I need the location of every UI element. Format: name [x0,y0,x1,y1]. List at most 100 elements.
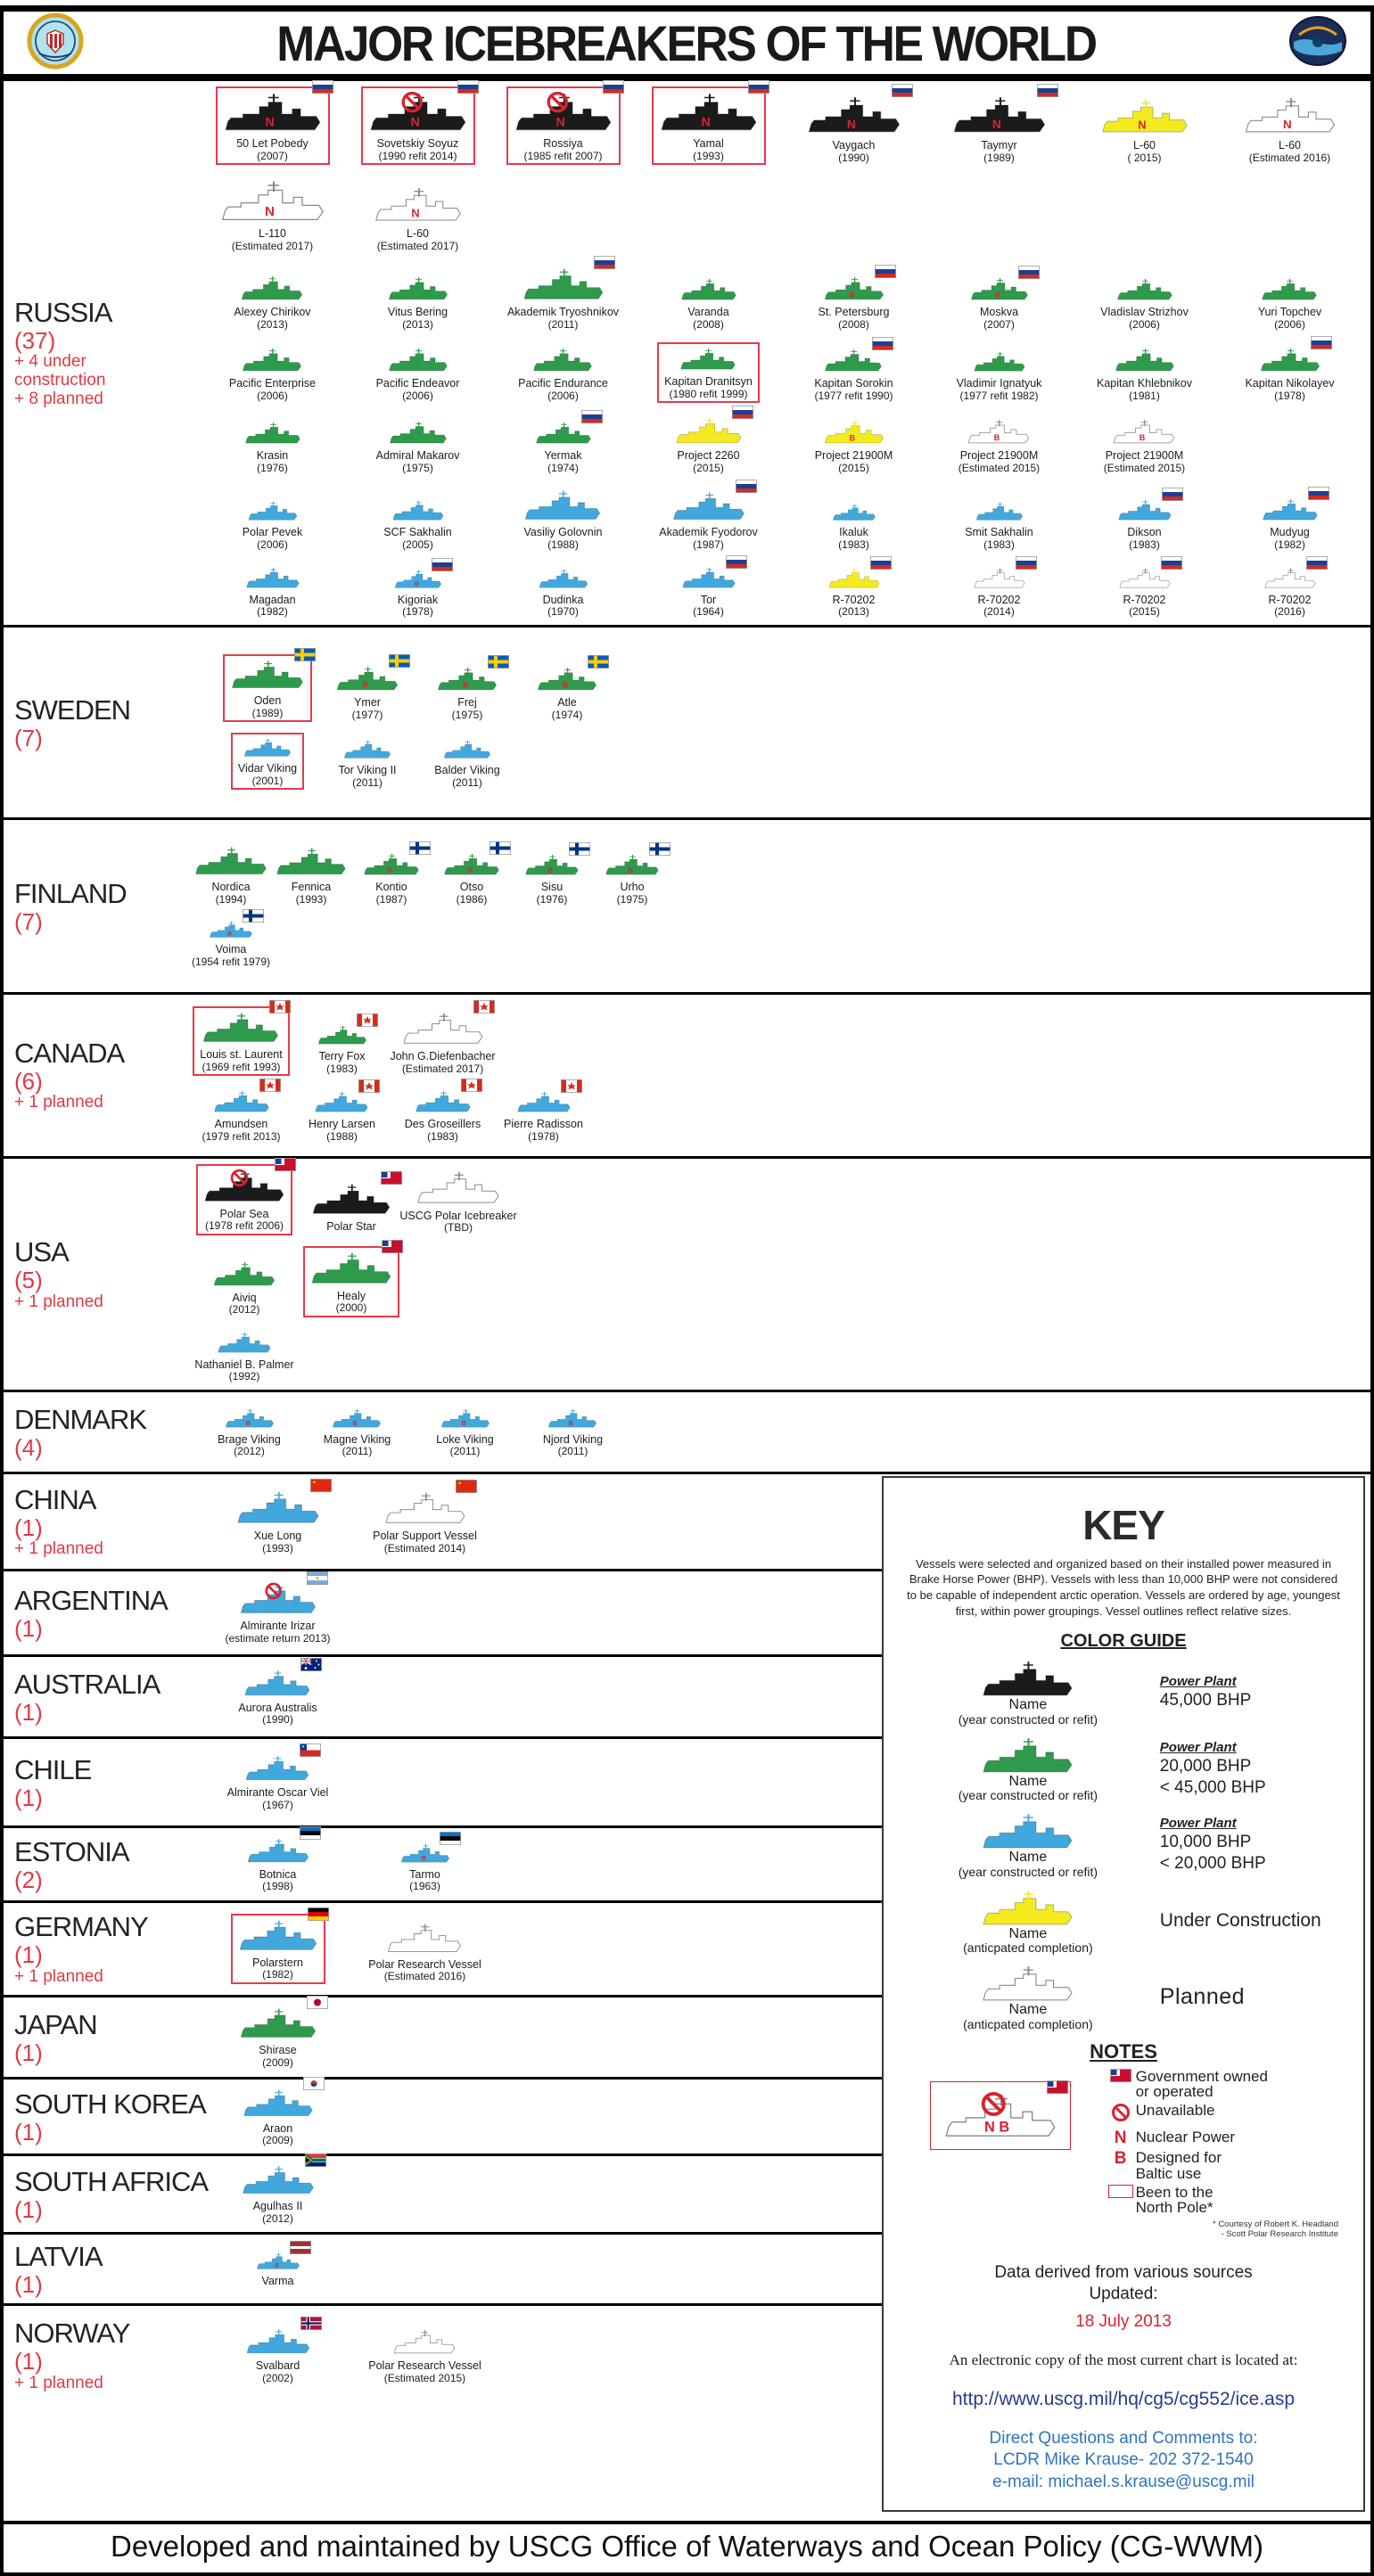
ship-name: Aiviq [232,1291,257,1304]
flag-de-icon [307,1907,329,1921]
ship-silhouette [240,1583,316,1614]
ship-graphic: B [1112,418,1176,449]
ship-silhouette [415,1091,471,1112]
ship-cell: USCG Polar Icebreaker (TBD) [399,1167,517,1235]
ship-name: R-70202 [1123,593,1166,606]
ship-silhouette [239,1920,317,1950]
ship-inner: Almirante Oscar Viel (1967) [222,1743,334,1812]
ship-graphic [343,739,391,764]
section-germany: GERMANY (1) + 1 planned Polarstern (1982) Pol… [4,1899,882,1995]
ship-year: (2015) [693,461,724,474]
ship-cell: B Njord Viking (2011) [519,1405,627,1459]
ship-silhouette: B [444,853,499,875]
ship-inner: N L-60( 2015) [1095,94,1195,165]
ship-year: (1978 refit 2006) [204,1219,284,1233]
section-finland: FINLAND (7) Nordica (1994) Fennica (1993) B Kon… [4,816,1370,992]
ship-year: (1990) [838,151,869,164]
color-guide-entry-yellow: Name (anticpated completion) Under Constru… [896,1888,1351,1955]
section-usa: USA (5) + 1 planned Polar Sea (1978 refit 20… [4,1155,1370,1390]
ship-year: (2011) [449,1445,481,1458]
ship-year: (1998) [262,1880,293,1893]
ship-name: Rossiya [543,137,583,150]
ship-inner: Dudinka (1970) [532,565,595,619]
country-label: SOUTH AFRICA (1) [4,2156,209,2232]
ship-inner: Tor (1964) [676,554,747,619]
color-guide-caption: Name [1008,1925,1048,1941]
ship-inner: Pacific Endeavor (2006) [371,344,465,403]
ship-graphic: B [536,655,610,696]
ship-silhouette [243,2089,313,2116]
ship-name: R-70202 [1268,593,1312,606]
svg-text:B: B [245,1419,250,1427]
ship-silhouette [533,349,593,372]
ship-year: (2006) [547,389,579,402]
ship-silhouette: B [400,1843,449,1863]
ship-cell: Polar Pevek (2006) [200,497,345,552]
ship-graphic [973,555,1037,594]
ship-cell: Aiviq (2012) [191,1258,298,1317]
ship-name: Magne Viking [323,1432,391,1446]
ship-cell: B Project 21900M (Estimated 2015) [1072,415,1217,475]
flag-ru-icon [869,555,892,570]
ship-graphic [310,1239,404,1290]
ship-year: (2013) [838,605,869,619]
ship-silhouette [525,491,601,521]
country-name: USA [14,1236,70,1268]
color-guide-value: Power Plant 45,000 BHP [1159,1674,1252,1710]
ship-graphic [973,350,1026,377]
country-name: CHILE [14,1753,92,1785]
ship-silhouette [247,1839,309,1863]
ship-inner: B Njord Viking (2011) [538,1405,608,1459]
ship-cell: B Frej (1975) [417,655,517,722]
ship-silhouette [242,2166,314,2195]
ship-graphic: B [394,557,453,594]
ship-silhouette: N [224,94,321,131]
ship-cell: Polar Research Vessel (Estimated 2016) [351,1919,498,1984]
flag-se-icon [588,655,610,669]
svg-text:B: B [461,1419,465,1427]
country-label: SOUTH KOREA (1) [4,2080,207,2154]
ship-cell: SCF Sakhalin (2005) [345,496,490,552]
ship-silhouette: B [225,1408,274,1428]
ship-silhouette: B [824,277,884,300]
ship-silhouette [1260,349,1320,372]
svg-text:B: B [994,434,1000,443]
flag-fi-icon [490,841,512,856]
section-canada: CANADA (6) + 1 planned Louis st. Laurent (19… [4,991,1370,1156]
ship-name: USCG Polar Icebreaker [399,1209,517,1222]
ship-year: (1974) [551,708,583,721]
ship-graphic [1116,277,1173,306]
ship-inner: B Moskva (2007) [965,266,1040,332]
ship-silhouette: B [525,854,579,875]
ship-year: (2007) [257,149,288,162]
ship-graphic [1117,488,1183,526]
ship-inner: N Taymyr (1989) [946,84,1058,165]
color-guide-caption: Name [1008,2002,1048,2018]
ship-inner: Kapitan Khlebnikov (1981) [1091,344,1197,403]
country-extra: + 1 planned [14,2373,103,2392]
ship-year: (2008) [838,317,869,331]
ship-name: Yuri Topchev [1257,306,1322,319]
ship-silhouette [240,2009,316,2039]
ship-silhouette [672,492,745,521]
ship-name: Vladimir Ignatyuk [956,377,1042,390]
ship-inner: Polar Research Vessel (Estimated 2016) [363,1919,486,1984]
flag-lv-icon [289,2240,311,2254]
ship-cell: B Sisu (1976) [512,842,592,907]
ship-silhouette [417,1171,499,1203]
ship-inner: Araon (2009) [237,2076,325,2148]
ship-cell: Krasin (1976) [200,418,345,475]
ship-name: Mudyug [1270,526,1310,539]
ship-graphic: B [605,842,671,881]
svg-text:B: B [563,680,568,689]
ship-graphic [671,480,757,526]
ship-inner: B Kigoriak (1978) [389,557,453,619]
country-name: AUSTRALIA [14,1668,160,1700]
ship-cell: Kapitan Nikolayev (1978) [1217,336,1362,403]
ship-cell: B Moskva (2007) [926,266,1072,332]
north-pole-box: Polarstern (1982) [230,1907,329,1984]
svg-text:B: B [467,866,473,874]
ship-cell: Dikson (1983) [1072,488,1217,552]
ship-row: Polar Sea (1978 refit 2006) Polar Star USCG… [191,1157,1370,1235]
country-name: SOUTH AFRICA [14,2165,209,2197]
